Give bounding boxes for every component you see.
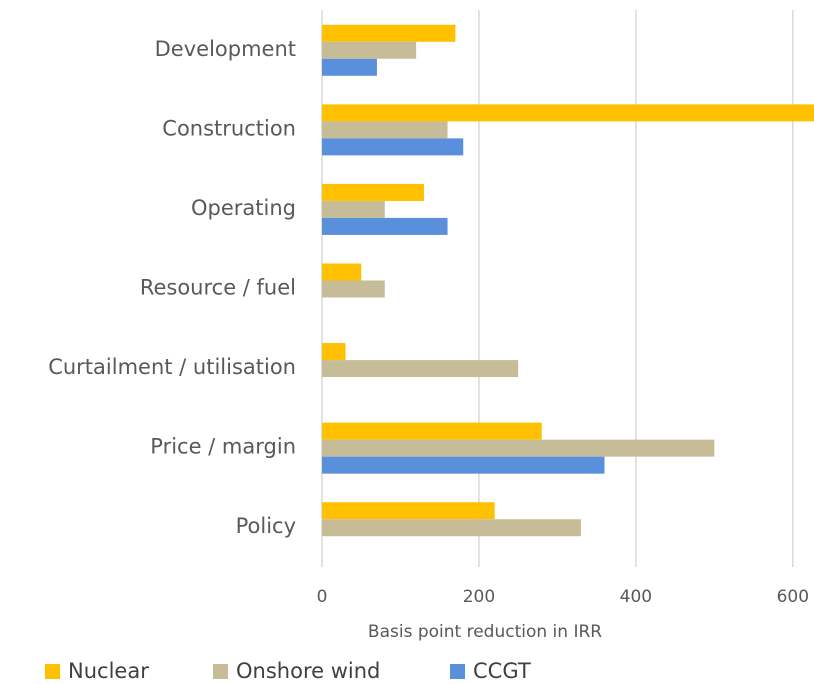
bar — [322, 360, 519, 378]
y-tick-label: Construction — [162, 116, 296, 140]
bar — [322, 502, 495, 520]
bar — [322, 217, 448, 235]
bar — [322, 58, 377, 76]
bar — [322, 200, 385, 218]
bar — [322, 41, 417, 59]
x-tick-label: 400 — [620, 587, 652, 607]
legend-swatch — [213, 664, 228, 679]
bar — [322, 183, 425, 201]
bar — [322, 519, 581, 537]
x-tick-label: 200 — [463, 587, 495, 607]
bar — [322, 138, 464, 156]
bar — [322, 343, 346, 361]
x-tick-label: 0 — [317, 587, 328, 607]
bar — [322, 439, 715, 457]
bar — [322, 263, 362, 281]
y-tick-label: Development — [155, 37, 296, 61]
y-tick-label: Operating — [191, 196, 296, 220]
legend-swatch — [450, 664, 465, 679]
bar — [322, 422, 542, 440]
bar — [322, 280, 385, 298]
legend-label: Nuclear — [68, 659, 149, 683]
y-tick-label: Curtailment / utilisation — [48, 355, 296, 379]
legend-label: CCGT — [473, 659, 531, 683]
y-tick-label: Resource / fuel — [140, 276, 296, 300]
legend-label: Onshore wind — [236, 659, 380, 683]
x-tick-label: 600 — [777, 587, 809, 607]
legend-swatch — [45, 664, 60, 679]
bar — [322, 24, 456, 42]
bar — [322, 121, 448, 139]
bar — [322, 456, 605, 474]
bar — [322, 104, 814, 122]
y-tick-label: Price / margin — [150, 435, 296, 459]
y-tick-label: Policy — [236, 514, 296, 538]
x-axis-title: Basis point reduction in IRR — [368, 622, 602, 642]
